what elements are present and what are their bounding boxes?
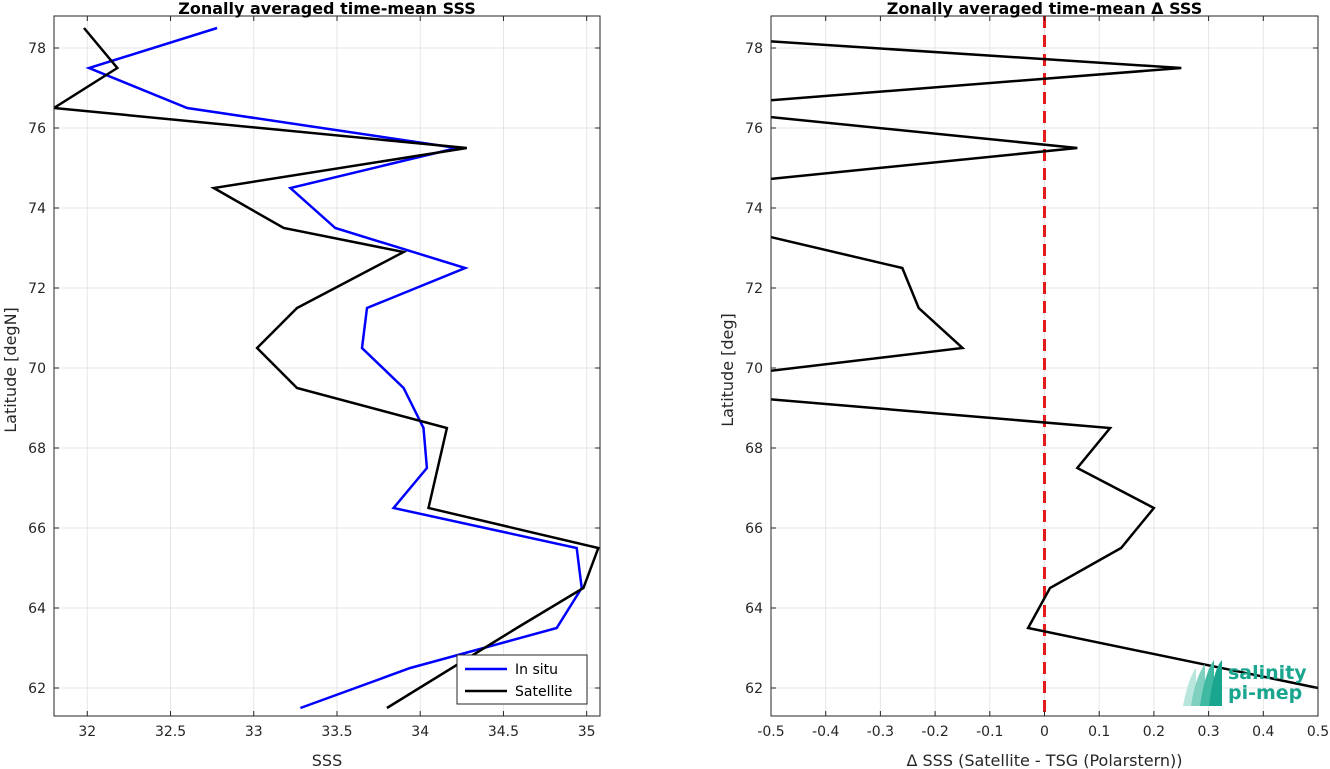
dsss-x-tick-label: -0.3 — [867, 724, 894, 740]
logo-text-pimep: pi-mep — [1228, 682, 1302, 704]
dsss-y-tick-label: 74 — [745, 201, 763, 217]
sss-legend: In situ Satellite — [456, 654, 588, 705]
sss-x-tick-label: 32 — [78, 724, 96, 740]
dsss-x-tick-label: 0.1 — [1088, 724, 1110, 740]
dsss-y-tick-label: 64 — [745, 601, 763, 617]
dsss-x-tick-label: 0.2 — [1143, 724, 1165, 740]
dsss-x-tick-label: -0.5 — [757, 724, 784, 740]
salinity-pi-mep-logo: salinity pi-mep — [1183, 660, 1307, 706]
sss-x-tick-label: 33.5 — [321, 724, 352, 740]
logo-text-salinity: salinity — [1228, 662, 1307, 684]
sss-y-tick-label: 62 — [28, 681, 46, 697]
dsss-y-tick-label: 68 — [745, 441, 763, 457]
dsss-x-tick-label: -0.4 — [812, 724, 839, 740]
dsss-y-tick-label: 66 — [745, 521, 763, 537]
sss-series-group — [54, 26, 600, 710]
sss-x-tick-label: 34.5 — [488, 724, 519, 740]
dsss-x-tick-label: -0.2 — [921, 724, 948, 740]
sss-x-tick-label: 33 — [245, 724, 263, 740]
legend-label-in-situ: In situ — [515, 662, 558, 678]
dsss-y-tick-label: 76 — [745, 121, 763, 137]
sss-x-axis-label: SSS — [312, 751, 342, 769]
sss-y-tick-label: 68 — [28, 441, 46, 457]
dsss-x-tick-label: 0.5 — [1307, 724, 1329, 740]
sss-series-line-satellite — [54, 27, 600, 710]
dsss-x-tick-label: 0 — [1040, 724, 1049, 740]
dsss-series-line-delta — [771, 40, 1318, 690]
dsss-y-tick-label: 72 — [745, 281, 763, 297]
sss-panel: 32 32.5 33 33.5 34 34.5 35 62 64 66 68 70 72 74 76 78 Zo… — [1, 0, 601, 769]
sss-series-line-in-situ — [85, 26, 583, 710]
legend-box — [456, 654, 588, 705]
sss-x-tick-label: 35 — [578, 724, 596, 740]
sss-y-tick-label: 72 — [28, 281, 46, 297]
dsss-chart-title: Zonally averaged time-mean Δ SSS — [887, 0, 1203, 18]
sss-axes-box — [53, 15, 601, 717]
delta-sss-panel: -0.5 -0.4 -0.3 -0.2 -0.1 0 0.1 0.2 0.3 0.4 0.5 62 64… — [718, 0, 1329, 769]
sss-y-tick-label: 64 — [28, 601, 46, 617]
legend-label-satellite: Satellite — [515, 684, 572, 700]
dsss-x-tick-label: 0.3 — [1197, 724, 1219, 740]
dsss-y-tick-label: 78 — [745, 41, 763, 57]
sss-y-tick-label: 78 — [28, 41, 46, 57]
dsss-y-tick-label: 70 — [745, 361, 763, 377]
sss-x-tick-label: 34 — [411, 724, 429, 740]
sss-y-tick-label: 66 — [28, 521, 46, 537]
dsss-x-axis-label: Δ SSS (Satellite - TSG (Polarstern)) — [906, 751, 1182, 769]
dsss-y-tick-label: 62 — [745, 681, 763, 697]
sss-chart-title: Zonally averaged time-mean SSS — [178, 0, 476, 18]
dsss-x-tick-label: -0.1 — [976, 724, 1003, 740]
sss-y-axis-label: Latitude [degN] — [1, 307, 20, 433]
sss-y-tick-label: 70 — [28, 361, 46, 377]
sss-x-tick-label: 32.5 — [155, 724, 186, 740]
wave-logo-icon — [1183, 660, 1222, 706]
sss-plot-area — [54, 16, 600, 716]
dsss-y-axis-label: Latitude [deg] — [718, 313, 737, 427]
dsss-series-group — [771, 40, 1318, 690]
dsss-x-tick-label: 0.4 — [1252, 724, 1274, 740]
sss-y-tick-label: 76 — [28, 121, 46, 137]
sss-y-tick-label: 74 — [28, 201, 46, 217]
